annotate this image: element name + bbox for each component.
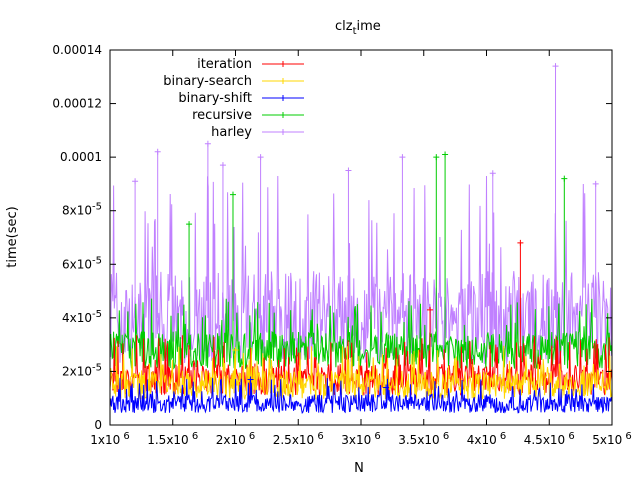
y-tick-label-7: 0.00014 [52, 43, 102, 57]
x-tick-label-3: 2.5x10 6 [273, 431, 324, 447]
spike-point-harley-9 [592, 180, 599, 187]
x-tick-label-7: 4.5x10 6 [524, 431, 575, 447]
chart-title-rest: ime [357, 19, 381, 34]
spike-point-binary-shift-1 [383, 384, 390, 391]
spike-point-harley-7 [489, 170, 496, 177]
x-tick-label-4: 3x10 6 [341, 431, 381, 447]
spike-point-iteration-1 [517, 239, 524, 246]
plot-frame [109, 49, 613, 426]
chart-title-main: clz [335, 19, 353, 34]
x-tick-label-8: 5x10 6 [592, 431, 632, 447]
spike-point-recursive-3 [229, 191, 236, 198]
spike-point-harley-6 [345, 167, 352, 174]
spike-point-harley-5 [399, 154, 406, 161]
legend-label-binary-shift: binary-shift [178, 91, 252, 106]
spike-point-binary-search-0 [232, 347, 239, 353]
spike-point-harley-4 [219, 162, 226, 169]
series-harley [109, 63, 613, 365]
y-tick-label-1: 2x10-5 [62, 362, 102, 378]
y-tick-label-3: 6x10-5 [62, 255, 102, 271]
legend-label-binary-search: binary-search [163, 74, 252, 89]
x-tick-label-5: 3.5x10 6 [398, 431, 449, 447]
y-tick-label-0: 0 [94, 418, 102, 432]
series-recursive [109, 151, 613, 370]
y-tick-label-5: 0.0001 [60, 150, 102, 164]
spike-point-recursive-2 [561, 175, 568, 182]
y-tick-label-6: 0.00012 [52, 97, 102, 111]
x-tick-label-0: 1x10 6 [90, 431, 130, 447]
x-tick-label-2: 2x10 6 [216, 431, 256, 447]
spike-point-harley-0 [552, 63, 559, 70]
y-axis-label: time(sec) [5, 206, 20, 267]
x-tick-label-6: 4x10 6 [467, 431, 507, 447]
series-line-harley [109, 175, 613, 365]
spike-point-iteration-0 [427, 306, 434, 313]
legend: iteration binary-search binary-shift recurs… [163, 57, 304, 140]
legend-label-harley: harley [211, 125, 252, 140]
x-tick-label-1: 1.5x10 6 [147, 431, 198, 447]
series-line-binary-shift [109, 377, 613, 415]
y-tick-label-2: 4x10-5 [62, 309, 102, 325]
tick-labels: 1x10 6 1.5x10 6 2x10 6 2.5x10 6 3x10 6 3.5x10… [52, 43, 631, 447]
series-layer [109, 63, 613, 415]
spike-point-harley-1 [154, 148, 161, 155]
series-line-iteration [109, 335, 613, 397]
spike-point-harley-8 [132, 178, 139, 185]
x-axis-label: N [354, 461, 364, 476]
spike-point-recursive-4 [186, 221, 193, 228]
legend-label-recursive: recursive [192, 108, 252, 123]
series-iteration [109, 239, 613, 397]
series-line-recursive [109, 298, 613, 370]
legend-label-iteration: iteration [197, 57, 252, 72]
spike-point-harley-2 [257, 154, 264, 161]
chart-title: clztime [335, 19, 381, 37]
spike-point-recursive-0 [433, 154, 440, 161]
spike-point-recursive-1 [442, 151, 449, 158]
spike-point-harley-3 [204, 140, 211, 147]
series-binary-shift [109, 376, 613, 415]
chart-title-subscript: t [353, 26, 357, 37]
y-tick-label-4: 8x10-5 [62, 202, 102, 218]
spike-point-binary-shift-0 [247, 376, 254, 383]
